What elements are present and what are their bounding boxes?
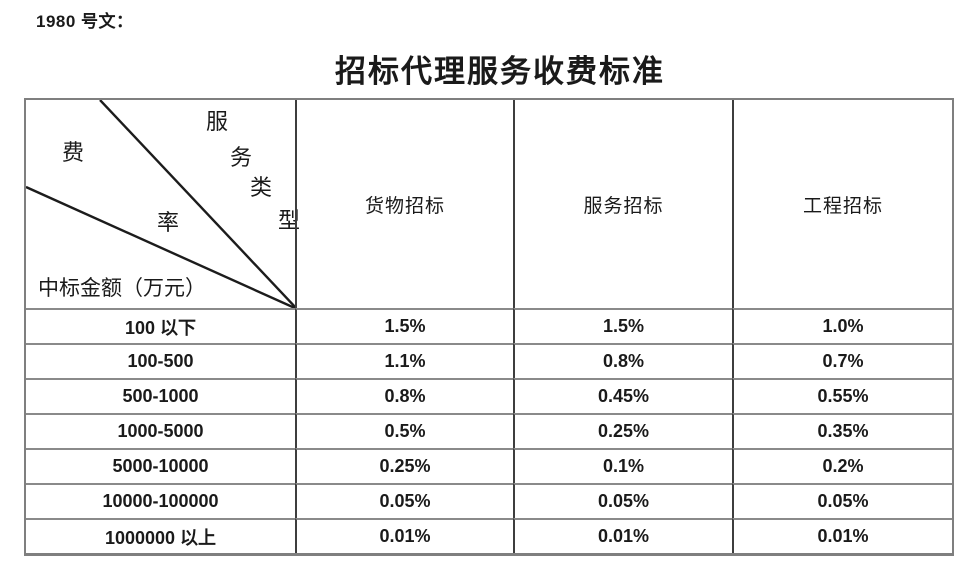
- corner-type-char-2: 务: [230, 145, 253, 170]
- rate-cell: 1.5%: [513, 308, 732, 343]
- row-label: 1000-5000: [26, 413, 295, 448]
- rate-cell: 0.05%: [295, 483, 513, 518]
- corner-fee-char-2: 率: [157, 210, 180, 235]
- corner-fee-char-1: 费: [62, 140, 85, 165]
- column-header-services: 服务招标: [513, 100, 732, 308]
- rate-cell: 0.55%: [732, 378, 952, 413]
- rate-cell: 1.1%: [295, 343, 513, 378]
- rate-cell: 0.8%: [295, 378, 513, 413]
- corner-type-char-4: 型: [278, 208, 301, 233]
- corner-type-char-3: 类: [250, 175, 273, 200]
- column-header-goods: 货物招标: [295, 100, 513, 308]
- page-title: 招标代理服务收费标准: [335, 54, 665, 89]
- rate-cell: 0.5%: [295, 413, 513, 448]
- rate-cell: 0.05%: [732, 483, 952, 518]
- rate-cell: 0.35%: [732, 413, 952, 448]
- rate-cell: 0.01%: [732, 518, 952, 553]
- column-header-engineering: 工程招标: [732, 100, 952, 308]
- row-label: 500-1000: [26, 378, 295, 413]
- rate-cell: 0.8%: [513, 343, 732, 378]
- row-label: 100 以下: [26, 308, 295, 343]
- corner-amount-label: 中标金额（万元）: [38, 276, 206, 300]
- rate-cell: 0.7%: [732, 343, 952, 378]
- rate-cell: 0.2%: [732, 448, 952, 483]
- fee-table: 费 率 服 务 类 型 中标金额（万元） 货物招标 服务招标 工程招标 100 …: [24, 98, 954, 556]
- rate-cell: 0.01%: [513, 518, 732, 553]
- rate-cell: 0.1%: [513, 448, 732, 483]
- rate-cell: 0.25%: [295, 448, 513, 483]
- rate-cell: 0.05%: [513, 483, 732, 518]
- rate-cell: 0.25%: [513, 413, 732, 448]
- diagonal-divider-lines: [26, 100, 295, 308]
- diagonal-line-lower: [26, 185, 295, 308]
- row-label: 100-500: [26, 343, 295, 378]
- rate-cell: 1.0%: [732, 308, 952, 343]
- doc-number-label: 1980 号文：: [36, 12, 134, 31]
- rate-cell: 1.5%: [295, 308, 513, 343]
- rate-cell: 0.45%: [513, 378, 732, 413]
- diagonal-line-upper: [99, 100, 295, 308]
- rate-cell: 0.01%: [295, 518, 513, 553]
- row-label: 1000000 以上: [26, 518, 295, 553]
- corner-type-char-1: 服: [206, 109, 229, 134]
- row-label: 5000-10000: [26, 448, 295, 483]
- row-label: 10000-100000: [26, 483, 295, 518]
- table-corner-cell: 费 率 服 务 类 型 中标金额（万元）: [26, 100, 300, 308]
